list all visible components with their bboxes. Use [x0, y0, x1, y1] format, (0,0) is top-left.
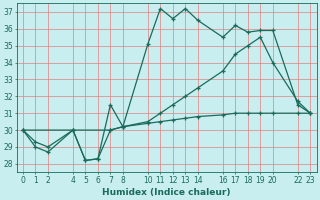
X-axis label: Humidex (Indice chaleur): Humidex (Indice chaleur): [102, 188, 231, 197]
